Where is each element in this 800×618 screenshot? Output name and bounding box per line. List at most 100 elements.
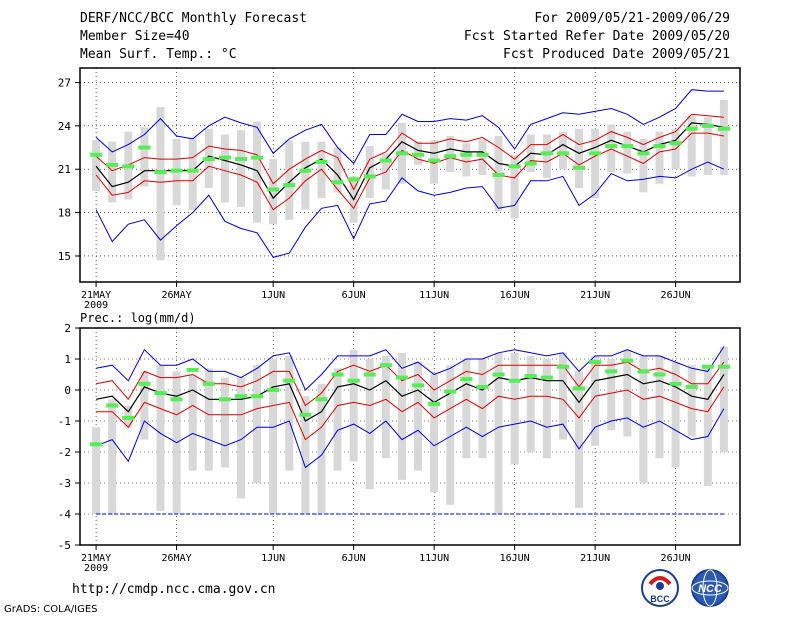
prec-spread-box	[542, 359, 551, 459]
temp-ytick-label: 21	[58, 163, 71, 176]
prec-spread-box	[204, 368, 213, 471]
temp-line-mean	[95, 122, 725, 201]
temp-observed-mark	[267, 187, 280, 192]
temp-line-lower-inner	[95, 132, 724, 211]
prec-spread-box	[719, 346, 728, 452]
temp-observed-mark	[234, 157, 247, 162]
prec-ytick-label: -5	[58, 539, 71, 552]
temp-observed-mark	[299, 168, 312, 173]
temp-observed-mark	[106, 162, 119, 167]
prec-observed-mark	[218, 397, 231, 402]
temp-observed-mark	[90, 152, 103, 157]
prec-observed-mark	[589, 360, 602, 365]
temp-spread-box	[301, 141, 310, 210]
prec-spread-box	[269, 359, 278, 514]
prec-observed-mark	[428, 401, 441, 406]
temp-observed-mark	[379, 158, 392, 163]
prec-observed-mark	[106, 403, 119, 408]
prec-spread-box	[494, 352, 503, 514]
prec-frame	[79, 327, 741, 546]
prec-spread-box	[591, 355, 600, 446]
prec-observed-mark	[154, 391, 167, 396]
prec-spread-box	[510, 352, 519, 465]
temp-observed-mark	[428, 158, 441, 163]
temp-spread-box	[591, 128, 600, 199]
temp-spread-box	[285, 140, 294, 220]
temp-spread-box	[92, 140, 101, 191]
prec-observed-mark	[573, 386, 586, 391]
temp-observed-mark	[170, 168, 183, 173]
temp-observed-mark	[186, 168, 199, 173]
prec-line-lower-inner	[96, 386, 725, 441]
prec-observed-mark	[540, 375, 553, 380]
prec-panel-title: Prec.: log(mm/d)	[80, 311, 196, 325]
temp-ytick-label: 24	[58, 120, 72, 133]
prec-spread-box	[655, 355, 664, 459]
prec-ytick-label: 0	[64, 384, 71, 397]
prec-observed-mark	[122, 415, 135, 420]
prec-line-upper-outer	[96, 346, 725, 391]
prec-spread-box	[430, 374, 439, 493]
temp-observed-mark	[524, 161, 537, 166]
prec-spread-box	[236, 377, 245, 499]
prec-ytick-label: 2	[64, 322, 71, 335]
prec-line-upper-inner	[96, 361, 725, 407]
temp-observed-mark	[621, 144, 634, 149]
temp-spread-box	[156, 107, 165, 261]
temp-spread-box	[253, 121, 262, 223]
prec-observed-mark	[524, 374, 537, 379]
temp-xtick-label: 6JUN	[342, 290, 366, 301]
temp-line-upper-outer	[95, 89, 724, 165]
temp-observed-mark	[251, 155, 264, 160]
temp-xtick-label: 21JUN	[580, 290, 610, 301]
temp-ytick-label: 27	[58, 76, 71, 89]
prec-xtick-label: 21MAY	[81, 553, 111, 564]
prec-ytick-label: -2	[58, 446, 71, 459]
prec-spread-box	[333, 368, 342, 471]
prec-observed-mark	[669, 381, 682, 386]
prec-observed-mark	[444, 389, 457, 394]
start-date-label: Fcst Started Refer Date 2009/05/20	[463, 29, 730, 44]
prec-spread-box	[397, 352, 406, 480]
temp-spread-box	[188, 137, 197, 210]
temp-observed-mark	[122, 164, 135, 169]
prec-observed-mark	[315, 397, 328, 402]
temp-observed-mark	[605, 144, 618, 149]
source-url[interactable]: http://cmdp.ncc.cma.gov.cn	[72, 582, 276, 597]
prec-ytick-label: -3	[58, 477, 71, 490]
prec-spread-box	[285, 355, 294, 471]
prec-spread-box	[526, 355, 535, 452]
bcc-logo-text: BCC	[650, 594, 670, 604]
temp-spread-box	[558, 131, 567, 170]
header-left: DERF/NCC/BCC Monthly Forecast Member Siz…	[80, 10, 307, 64]
temp-xtick-label: 21MAY	[81, 290, 111, 301]
temp-observed-mark	[653, 144, 666, 149]
bcc-logo: BCC	[641, 569, 679, 607]
prec-ytick-label: -4	[58, 508, 72, 521]
prec-spread-box	[220, 377, 229, 468]
temp-spread-box	[462, 143, 471, 177]
temp-spread-box	[607, 124, 616, 173]
temp-spread-box	[703, 117, 712, 175]
logos: BCC NCC	[641, 569, 729, 607]
prec-spread-box	[301, 396, 310, 514]
temp-spread-box	[269, 159, 278, 225]
temp-observed-mark	[363, 174, 376, 179]
temp-xtick-label: 1JUN	[261, 290, 285, 301]
prec-observed-mark	[267, 388, 280, 392]
temp-observed-mark	[444, 154, 457, 159]
forecast-period-label: For 2009/05/21-2009/06/29	[534, 11, 730, 26]
prec-xtick-label: 26JUN	[661, 553, 691, 564]
temp-xtick-label: 11JUN	[419, 290, 449, 301]
prec-observed-mark	[186, 367, 199, 372]
temp-spread-box	[510, 154, 519, 219]
header-right: For 2009/05/21-2009/06/29 Fcst Started R…	[464, 10, 730, 64]
temp-panel-title: Mean Surf. Temp.: °C	[80, 47, 237, 62]
ncc-logo-text: NCC	[698, 583, 723, 595]
temp-observed-mark	[508, 164, 521, 169]
prec-observed-mark	[556, 364, 569, 369]
temp-observed-mark	[685, 126, 698, 131]
temp-xtick-label: 26JUN	[661, 290, 691, 301]
prec-observed-mark	[637, 369, 650, 374]
